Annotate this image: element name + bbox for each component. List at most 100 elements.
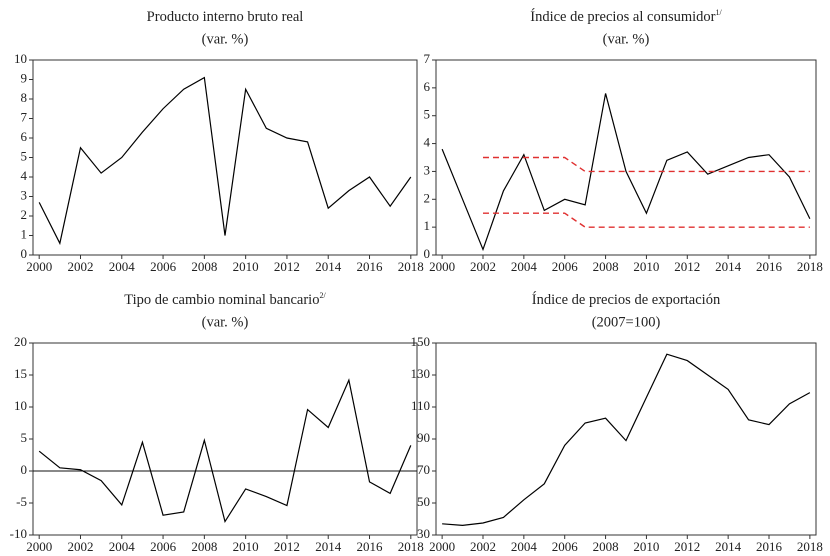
x-tick-label: 2014 (315, 539, 342, 554)
title-note: 1/ (715, 8, 722, 17)
x-tick-label: 2008 (593, 259, 619, 274)
x-tick-label: 2004 (109, 259, 136, 274)
chart-title: Tipo de cambio nominal bancario2/ (124, 291, 326, 309)
x-tick-label: 2018 (398, 539, 424, 554)
y-tick-label: 7 (21, 109, 28, 124)
x-tick-label: 2010 (633, 259, 659, 274)
chart-subtitle: (var. %) (202, 31, 249, 47)
series-line (441, 93, 811, 252)
chart-subtitle: (var. %) (202, 314, 249, 330)
x-tick-label: 2016 (357, 539, 384, 554)
x-tick-label: 2014 (715, 539, 742, 554)
chart-title: Índice de precios de exportación (532, 291, 721, 308)
chart-panel: Tipo de cambio nominal bancario2/ (var. %… (10, 291, 424, 554)
y-tick-label: 1 (424, 218, 431, 233)
x-tick-label: 2012 (274, 539, 300, 554)
y-tick-label: 110 (411, 398, 430, 413)
plot-frame (32, 59, 418, 256)
y-tick-label: 30 (417, 526, 430, 541)
y-tick-label: -10 (10, 526, 27, 541)
x-tick-label: 2012 (274, 259, 300, 274)
y-tick-label: 15 (14, 366, 27, 381)
chart-title-text: Producto interno bruto real (147, 9, 304, 25)
x-tick-label: 2010 (633, 539, 659, 554)
y-tick-label: 2 (424, 190, 431, 205)
x-tick-label: 2012 (674, 539, 700, 554)
y-tick-label: 8 (21, 90, 28, 105)
x-tick-label: 2000 (429, 259, 455, 274)
y-tick-label: 6 (424, 79, 431, 94)
x-tick-label: 2010 (233, 259, 259, 274)
x-tick-label: 2012 (674, 259, 700, 274)
x-tick-label: 2016 (756, 259, 783, 274)
x-tick-label: 2000 (26, 259, 52, 274)
chart-title-text: Índice de precios al consumidor (530, 8, 715, 25)
chart-panel: Producto interno bruto real (var. %) 0 1 2 3 4… (14, 9, 424, 274)
plot-frame (435, 342, 817, 536)
y-tick-label: 20 (14, 334, 27, 349)
y-tick-label: 2 (21, 207, 28, 222)
y-tick-label: 5 (21, 430, 28, 445)
x-tick-label: 2000 (429, 539, 455, 554)
x-tick-label: 2002 (67, 539, 93, 554)
x-tick-label: 2002 (470, 539, 496, 554)
x-tick-label: 2002 (67, 259, 93, 274)
x-tick-label: 2004 (511, 259, 538, 274)
x-tick-label: 2014 (715, 259, 742, 274)
y-tick-label: 5 (424, 107, 431, 122)
y-tick-label: 3 (21, 187, 28, 202)
y-tick-label: 7 (424, 51, 431, 66)
x-tick-label: 2010 (233, 539, 259, 554)
series-line (38, 76, 412, 246)
chart-panel: Índice de precios de exportación (2007=10… (411, 291, 823, 554)
y-tick-label: 3 (424, 162, 431, 177)
x-tick-label: 2006 (552, 539, 579, 554)
series-line (482, 212, 810, 228)
x-tick-label: 2002 (470, 259, 496, 274)
x-tick-label: 2018 (398, 259, 424, 274)
x-tick-label: 2016 (357, 259, 384, 274)
y-tick-label: 130 (411, 366, 431, 381)
plot-frame (435, 59, 817, 256)
x-tick-label: 2018 (797, 259, 823, 274)
y-tick-label: 0 (21, 462, 28, 477)
y-tick-label: 70 (417, 462, 430, 477)
x-tick-label: 2004 (109, 539, 136, 554)
chart-title: Índice de precios al consumidor1/ (530, 8, 722, 26)
chart-subtitle: (var. %) (603, 31, 650, 47)
y-tick-label: 90 (417, 430, 430, 445)
y-tick-label: 0 (424, 246, 431, 261)
x-tick-label: 2016 (756, 539, 783, 554)
x-tick-label: 2008 (593, 539, 619, 554)
x-tick-label: 2008 (191, 259, 217, 274)
y-tick-label: 1 (21, 226, 28, 241)
y-tick-label: 50 (417, 494, 430, 509)
x-tick-label: 2014 (315, 259, 342, 274)
y-tick-label: -5 (16, 494, 27, 509)
x-tick-label: 2006 (552, 259, 579, 274)
series-line (482, 156, 810, 173)
y-tick-label: 4 (21, 168, 28, 183)
chart-subtitle: (2007=100) (592, 314, 661, 330)
x-tick-label: 2004 (511, 539, 538, 554)
chart-title-text: Tipo de cambio nominal bancario (124, 292, 319, 308)
series-line (442, 353, 811, 527)
y-tick-label: 10 (14, 51, 27, 66)
x-tick-label: 2018 (797, 539, 823, 554)
x-tick-label: 2006 (150, 539, 177, 554)
y-tick-label: 9 (21, 70, 28, 85)
y-tick-label: 5 (21, 148, 28, 163)
x-tick-label: 2000 (26, 539, 52, 554)
series-line (38, 378, 412, 524)
y-tick-label: 4 (424, 135, 431, 150)
x-tick-label: 2006 (150, 259, 177, 274)
y-tick-label: 6 (21, 129, 28, 144)
chart-panel: Índice de precios al consumidor1/ (var. %… (424, 8, 823, 274)
y-tick-label: 0 (21, 246, 28, 261)
y-tick-label: 10 (14, 398, 27, 413)
y-tick-label: 150 (411, 334, 431, 349)
plot-frame (32, 342, 418, 536)
title-note: 2/ (319, 291, 326, 300)
chart-title-text: Índice de precios de exportación (532, 291, 721, 308)
